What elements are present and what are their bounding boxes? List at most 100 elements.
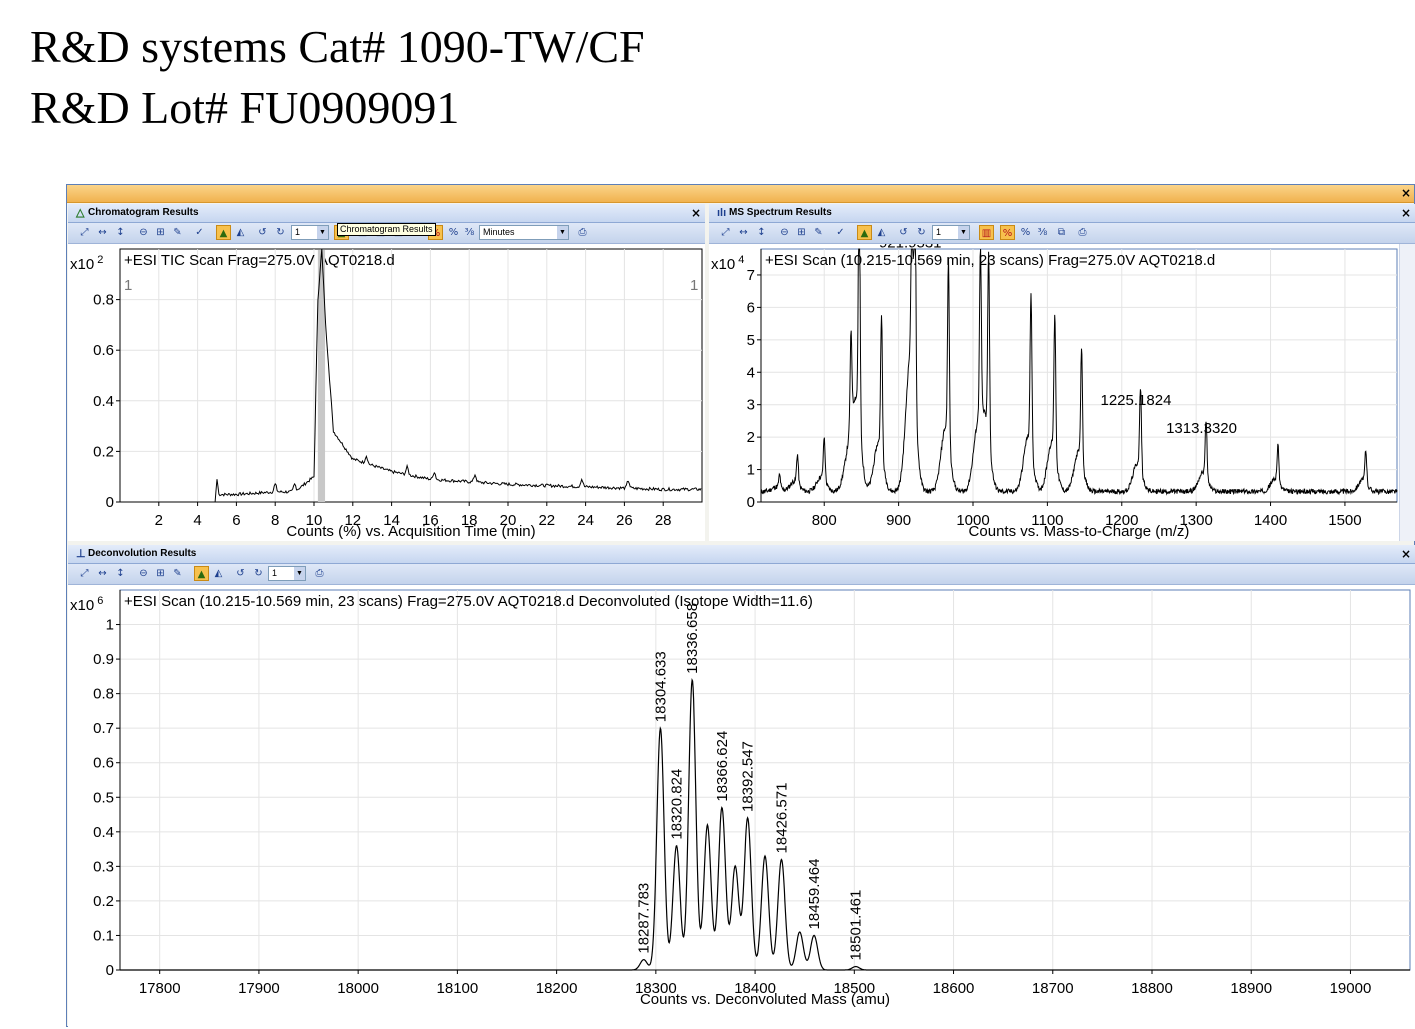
peak-label: 18501.461 xyxy=(848,890,865,961)
tic-trace xyxy=(120,248,702,503)
x-tick-label: 8 xyxy=(271,512,279,529)
percent-scale-icon[interactable]: ⅜ xyxy=(464,227,475,238)
zoom-out-icon[interactable]: ⊖ xyxy=(139,568,148,579)
ms-spectrum-scrollbar[interactable] xyxy=(1399,244,1415,541)
mountain-icon[interactable]: ◭ xyxy=(877,227,886,238)
deconvolution-plot[interactable]: 17800 17900 18000 18100 18200 18300 18400 18500… xyxy=(68,585,1415,1027)
count-select-value: 1 xyxy=(295,227,301,237)
redo-icon[interactable]: ↻ xyxy=(276,227,285,238)
y-tick-label: 5 xyxy=(747,332,755,349)
deconvolution-toolbar: ⤢ ↔ ↕ ⊖ ⊞ ✎ ▲ ◭ ↺ ↻ 1 ▼ ⎙ xyxy=(68,564,1415,585)
print-icon[interactable]: ⎙ xyxy=(1078,227,1087,238)
y-tick-label: 0.5 xyxy=(93,789,114,806)
peak-label: 18366.624 xyxy=(714,731,731,802)
redo-icon[interactable]: ↻ xyxy=(917,227,926,238)
count-select[interactable]: 1 ▼ xyxy=(932,225,970,240)
plot-title: +ESI Scan (10.215-10.569 min, 23 scans) … xyxy=(124,593,813,610)
window-close-icon[interactable]: × xyxy=(1400,186,1411,200)
ms-spectrum-panel-title: MS Spectrum Results xyxy=(729,207,832,218)
agilent-results-window: × △ Chromatogram Results × ⤢ ↔ ↕ ⊖ ⊞ ✎ ✓… xyxy=(66,184,1415,1027)
chevron-down-icon: ▼ xyxy=(557,226,568,239)
deconvolution-close-icon[interactable]: × xyxy=(1400,547,1411,561)
slide-title-catalog: R&D systems Cat# 1090-TW/CF xyxy=(30,21,645,72)
chromatogram-close-icon[interactable]: × xyxy=(690,206,701,220)
ms-spectrum-panel-header: ılı MS Spectrum Results × xyxy=(709,204,1415,223)
autoscale-x-icon[interactable]: ↔ xyxy=(739,227,748,238)
chromatogram-toolbar: ⤢ ↔ ↕ ⊖ ⊞ ✎ ✓ ▲ ◭ ↺ ↻ 1▼ ▲ ▤ ◭ ◭ ⇕ % % ⅜… xyxy=(68,223,705,244)
bar-mode-icon[interactable]: ▥ xyxy=(979,225,994,240)
y-tick-label: 0.6 xyxy=(93,755,114,772)
chevron-down-icon: ▼ xyxy=(958,226,969,239)
integrate-icon[interactable]: ✎ xyxy=(173,227,182,238)
count-select[interactable]: 1 ▼ xyxy=(268,566,306,581)
autoscale-y-icon[interactable]: ↕ xyxy=(757,227,766,238)
peak-label: 1225.1824 xyxy=(1101,392,1172,409)
peak-label-icon[interactable]: ▲ xyxy=(194,566,209,581)
deconvolution-panel-title: Deconvolution Results xyxy=(88,548,197,559)
x-tick-label: 28 xyxy=(655,512,672,529)
peak-label: 18304.633 xyxy=(652,651,669,722)
peak-label: 18392.547 xyxy=(740,741,757,812)
mountain-icon[interactable]: ◭ xyxy=(214,568,223,579)
y-tick-label: 0.4 xyxy=(93,824,114,841)
undo-icon[interactable]: ↺ xyxy=(899,227,908,238)
x-tick-label: 18300 xyxy=(635,980,677,997)
fit-icon[interactable]: ⊞ xyxy=(156,568,165,579)
y-tick-label: 0 xyxy=(747,494,755,511)
autoscale-x-icon[interactable]: ↔ xyxy=(98,568,107,579)
y-tick-label: 0.1 xyxy=(93,927,114,944)
y-exponent-power: 2 xyxy=(97,254,103,266)
x-tick-label: 18000 xyxy=(337,980,379,997)
autoscale-icon[interactable]: ⤢ xyxy=(80,568,89,579)
autoscale-icon[interactable]: ⤢ xyxy=(721,227,730,238)
y-tick-label: 2 xyxy=(747,429,755,446)
print-icon[interactable]: ⎙ xyxy=(578,227,587,238)
copy-icon[interactable]: ⧉ xyxy=(1057,227,1066,238)
mountain-icon[interactable]: ◭ xyxy=(236,227,245,238)
x-tick-label: 24 xyxy=(577,512,594,529)
peak-label-icon[interactable]: ▲ xyxy=(216,225,231,240)
y-exponent-label: x10 6 xyxy=(70,595,103,614)
print-icon[interactable]: ⎙ xyxy=(315,568,324,579)
ms-spectrum-close-icon[interactable]: × xyxy=(1400,206,1411,220)
zoom-out-icon[interactable]: ⊖ xyxy=(139,227,148,238)
slide-title-lot: R&D Lot# FU0909091 xyxy=(30,82,460,133)
percent-toggle-icon[interactable]: % xyxy=(1020,227,1031,238)
y-tick-label: 0.4 xyxy=(93,393,114,410)
fit-icon[interactable]: ⊞ xyxy=(156,227,165,238)
percent-icon[interactable]: % xyxy=(1000,225,1015,240)
peak-label-icon[interactable]: ▲ xyxy=(857,225,872,240)
autoscale-y-icon[interactable]: ↕ xyxy=(116,227,125,238)
chromatogram-tooltip: Chromatogram Results xyxy=(337,223,436,236)
fit-icon[interactable]: ⊞ xyxy=(797,227,806,238)
plot-title: +ESI TIC Scan Frag=275.0V AQT0218.d xyxy=(124,252,395,269)
chromatogram-plot[interactable]: 2 4 6 8 10 12 14 16 18 20 22 24 26 2800.20.40.60.8x10… xyxy=(68,244,705,541)
ms-spectrum-plot[interactable]: 800 900 1000 1100 1200 1300 1400 1500 0 1 2 3 4 5 6 7x1… xyxy=(709,244,1399,541)
peak-label: 1313.3320 xyxy=(1166,420,1237,437)
y-tick-label: 0.3 xyxy=(93,858,114,875)
undo-icon[interactable]: ↺ xyxy=(236,568,245,579)
x-axis-title: Counts vs. Mass-to-Charge (m/z) xyxy=(969,523,1190,540)
x-tick-label: 22 xyxy=(538,512,555,529)
y-tick-label: 4 xyxy=(747,364,755,381)
redo-icon[interactable]: ↻ xyxy=(254,568,263,579)
percent-toggle-icon[interactable]: % xyxy=(448,227,459,238)
x-tick-label: 1000 xyxy=(956,512,989,529)
integrate-icon[interactable]: ✎ xyxy=(814,227,823,238)
autoscale-x-icon[interactable]: ↔ xyxy=(98,227,107,238)
undo-icon[interactable]: ↺ xyxy=(258,227,267,238)
percent-scale-icon[interactable]: ⅜ xyxy=(1037,227,1048,238)
zoom-out-icon[interactable]: ⊖ xyxy=(780,227,789,238)
autoscale-icon[interactable]: ⤢ xyxy=(80,227,89,238)
count-select[interactable]: 1 ▼ xyxy=(291,225,329,240)
spectrum-trace xyxy=(760,248,1398,496)
plot-area xyxy=(119,589,1411,971)
pick-icon[interactable]: ✓ xyxy=(195,227,204,238)
time-units-select[interactable]: Minutes ▼ xyxy=(479,225,569,240)
x-tick-label: 1200 xyxy=(1105,512,1138,529)
deconvoluted-trace xyxy=(120,678,1410,971)
pick-icon[interactable]: ✓ xyxy=(836,227,845,238)
y-tick-label: 7 xyxy=(747,267,755,284)
autoscale-y-icon[interactable]: ↕ xyxy=(116,568,125,579)
integrate-icon[interactable]: ✎ xyxy=(173,568,182,579)
